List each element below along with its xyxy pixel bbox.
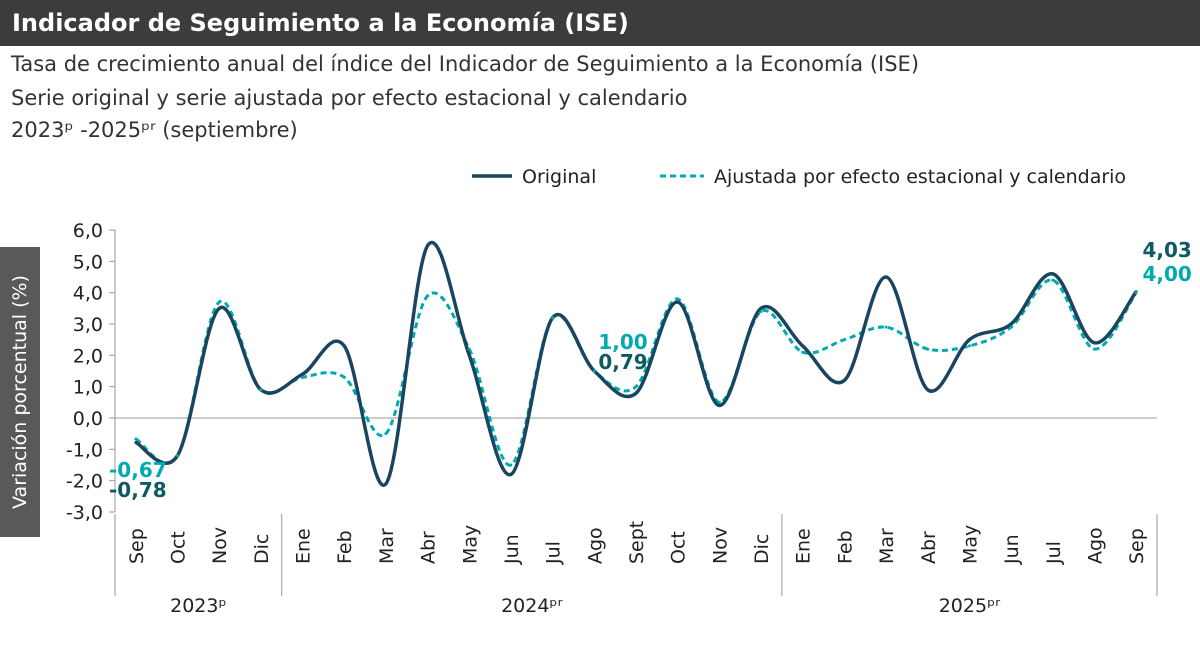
original-point <box>342 344 346 348</box>
original-point <box>384 482 388 486</box>
x-tick-label: Mar <box>876 528 898 564</box>
original-point <box>509 472 513 476</box>
original-point <box>842 378 846 382</box>
x-tick-label: Feb <box>334 530 356 564</box>
legend-adjusted-label: Ajustada por efecto estacional y calenda… <box>714 166 1126 188</box>
original-point <box>759 306 763 310</box>
original-series-line <box>134 240 1138 487</box>
y-tick-label: 2,0 <box>73 345 103 367</box>
x-group-label: 2025ᵖʳ <box>939 595 1000 617</box>
x-tick-label: Nov <box>209 527 231 564</box>
original-point <box>134 440 138 444</box>
original-point <box>1092 341 1096 345</box>
data-label: -0,78 <box>109 478 167 502</box>
y-tick-label: 3,0 <box>73 314 103 336</box>
x-tick-label: Mar <box>376 528 398 564</box>
x-tick-label: Abr <box>418 531 440 564</box>
adjusted-point <box>217 300 221 304</box>
original-point <box>926 388 930 392</box>
chart-subtitle-2: Serie original y serie ajustada por efec… <box>11 86 688 110</box>
adjusted-point <box>1009 325 1013 329</box>
data-label: 1,00 <box>598 330 647 354</box>
x-tick-label: Ene <box>293 528 315 564</box>
original-point <box>634 391 638 395</box>
y-tick-label: 0,0 <box>73 408 103 430</box>
original-point <box>967 338 971 342</box>
page-title: Indicador de Seguimiento a la Economía (… <box>12 9 629 37</box>
adjusted-point <box>926 347 930 351</box>
original-point <box>467 353 471 357</box>
data-label: 4,03 <box>1142 238 1191 262</box>
x-tick-label: Dic <box>251 534 273 564</box>
adjusted-point <box>592 369 596 373</box>
adjusted-point <box>842 338 846 342</box>
adjusted-point <box>967 344 971 348</box>
adjusted-point <box>884 325 888 329</box>
original-point <box>301 372 305 376</box>
y-tick-label: -1,0 <box>66 439 103 461</box>
adjusted-point <box>1051 278 1055 282</box>
original-point <box>1009 322 1013 326</box>
x-tick-label: Abr <box>918 531 940 564</box>
x-tick-label: Sept <box>626 521 648 564</box>
original-point <box>717 403 721 407</box>
y-tick-label: 6,0 <box>73 220 103 242</box>
title-bar: Indicador de Seguimiento a la Economía (… <box>0 0 1200 46</box>
x-tick-label: Ene <box>793 528 815 564</box>
adjusted-point <box>301 375 305 379</box>
adjusted-point <box>467 347 471 351</box>
adjusted-point <box>759 309 763 313</box>
y-tick-label: -2,0 <box>66 471 103 493</box>
original-point <box>1051 272 1055 276</box>
y-tick-label: 1,0 <box>73 377 103 399</box>
data-label: 0,79 <box>598 350 647 374</box>
chart-subtitle-3: 2023ᵖ -2025ᵖʳ (septiembre) <box>11 118 298 142</box>
legend-original-label: Original <box>522 166 596 188</box>
x-tick-label: May <box>959 525 981 564</box>
x-tick-label: Dic <box>751 534 773 564</box>
original-point <box>801 344 805 348</box>
y-axis-label-box: Variación porcentual (%) <box>0 247 40 537</box>
original-point <box>426 244 430 248</box>
original-point <box>884 275 888 279</box>
data-label: -0,67 <box>109 458 167 482</box>
original-point <box>217 306 221 310</box>
x-tick-label: Oct <box>168 531 190 564</box>
adjusted-point <box>801 350 805 354</box>
y-tick-label: -3,0 <box>66 502 103 524</box>
y-tick-label: 5,0 <box>73 251 103 273</box>
y-tick-label: 4,0 <box>73 283 103 305</box>
x-group-label: 2024ᵖʳ <box>501 595 562 617</box>
adjusted-point <box>176 454 180 458</box>
original-point <box>676 300 680 304</box>
x-tick-label: Sep <box>1126 528 1148 564</box>
adjusted-point <box>551 316 555 320</box>
x-tick-label: Sep <box>126 528 148 564</box>
adjusted-point <box>134 437 138 441</box>
x-tick-label: Nov <box>709 527 731 564</box>
adjusted-point <box>259 388 263 392</box>
adjusted-point <box>1092 347 1096 351</box>
adjusted-point <box>342 375 346 379</box>
adjusted-point <box>676 297 680 301</box>
x-tick-label: Ago <box>1084 527 1106 564</box>
adjusted-point <box>509 463 513 467</box>
x-tick-label: Feb <box>834 530 856 564</box>
x-tick-label: Jul <box>543 541 565 565</box>
adjusted-point <box>426 294 430 298</box>
adjusted-point <box>384 432 388 436</box>
x-tick-label: Jul <box>1043 541 1065 565</box>
x-tick-label: May <box>459 525 481 564</box>
chart-subtitle-1: Tasa de crecimiento anual del índice del… <box>11 52 920 76</box>
x-tick-label: Jun <box>501 534 523 565</box>
adjusted-point <box>634 385 638 389</box>
x-tick-label: Oct <box>668 531 690 564</box>
x-group-label: 2023ᵖ <box>170 595 227 617</box>
adjusted-point <box>717 400 721 404</box>
x-tick-label: Jun <box>1001 534 1023 565</box>
adjusted-point <box>1134 291 1138 295</box>
data-label: 4,00 <box>1142 262 1191 286</box>
x-tick-label: Ago <box>584 527 606 564</box>
